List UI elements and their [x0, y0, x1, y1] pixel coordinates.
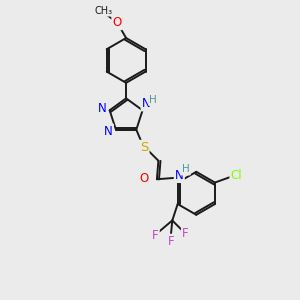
- Text: H: H: [182, 164, 190, 174]
- Text: N: N: [175, 169, 184, 182]
- Text: F: F: [152, 229, 159, 242]
- Text: N: N: [98, 102, 106, 115]
- Text: F: F: [182, 227, 189, 240]
- Text: S: S: [140, 141, 148, 154]
- Text: N: N: [142, 97, 151, 110]
- Text: Cl: Cl: [231, 169, 242, 182]
- Text: O: O: [112, 16, 122, 29]
- Text: N: N: [104, 125, 113, 138]
- Text: F: F: [167, 235, 174, 248]
- Text: CH₃: CH₃: [94, 5, 112, 16]
- Text: H: H: [149, 95, 157, 105]
- Text: O: O: [140, 172, 149, 185]
